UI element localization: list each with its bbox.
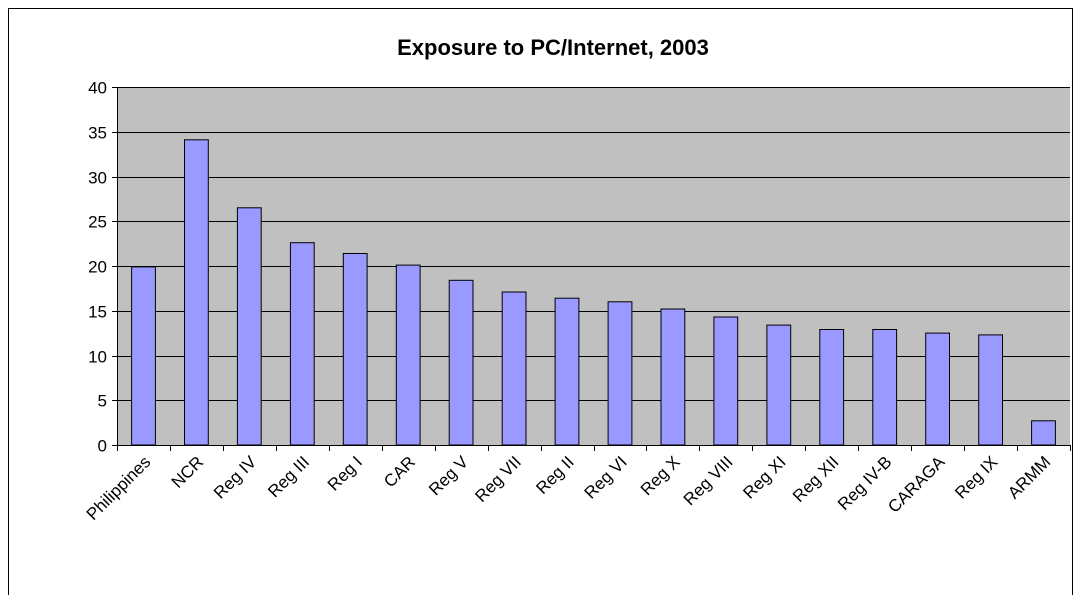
bar-reg-i [342, 253, 368, 446]
bar-caraga [925, 332, 951, 446]
bar-reg-xi [766, 324, 792, 446]
chart-title: Exposure to PC/Internet, 2003 [397, 35, 709, 60]
y-tick-label: 0 [98, 437, 107, 456]
bar-reg-iii [289, 242, 315, 446]
bar-reg-v [448, 279, 474, 446]
bar-car [395, 264, 421, 446]
y-tick-label: 5 [98, 392, 107, 411]
bar-reg-xii [819, 329, 845, 446]
bar-reg-vi [607, 301, 633, 446]
bar-reg-ix [978, 334, 1004, 446]
y-tick-label: 30 [88, 169, 107, 188]
y-tick-label: 10 [88, 348, 107, 367]
y-tick-label: 25 [88, 213, 107, 232]
bar-reg-ii [554, 297, 580, 446]
y-tick-label: 20 [88, 258, 107, 277]
bar-reg-x [660, 308, 686, 446]
bar-philippines [131, 266, 156, 446]
bar-ncr [184, 139, 209, 446]
bar-reg-viii [713, 316, 739, 446]
y-tick-label: 35 [88, 124, 107, 143]
bar-reg-iv [236, 207, 262, 446]
bar-armm [1031, 420, 1056, 446]
y-tick-label: 40 [88, 79, 107, 98]
y-tick-label: 15 [88, 303, 107, 322]
bar-reg-iv-b [872, 329, 898, 446]
bar-reg-vii [501, 291, 527, 446]
